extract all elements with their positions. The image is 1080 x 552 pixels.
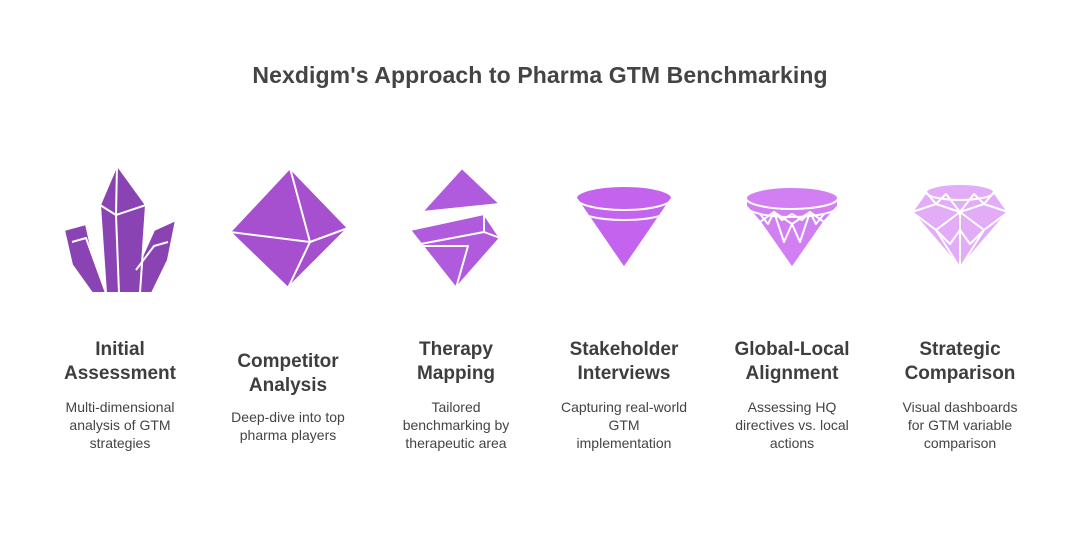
step-heading: Stakeholder Interviews	[569, 339, 679, 384]
diagram-title: Nexdigm's Approach to Pharma GTM Benchma…	[252, 62, 828, 88]
step-description: Capturing real-world GTM implementation	[560, 399, 688, 451]
step-heading: Therapy Mapping	[416, 339, 496, 384]
step-description: Tailored benchmarking by therapeutic are…	[402, 399, 510, 451]
step-description: Assessing HQ directives vs. local action…	[735, 399, 849, 451]
step-heading: Competitor Analysis	[237, 351, 339, 396]
step-heading: Initial Assessment	[64, 339, 176, 384]
step-description: Visual dashboards for GTM variable compa…	[902, 399, 1018, 451]
step-description: Deep-dive into top pharma players	[231, 409, 345, 443]
step-description: Multi-dimensional analysis of GTM strate…	[65, 399, 175, 451]
crystal-cluster-icon	[36, 150, 204, 310]
step-heading: Global-Local Alignment	[734, 339, 850, 384]
brilliant-diamond-icon	[876, 150, 1044, 310]
cone-gem-icon	[540, 150, 708, 310]
step-heading: Strategic Comparison	[904, 339, 1016, 384]
faceted-diamond-icon	[708, 150, 876, 310]
octahedron-icon	[204, 150, 372, 310]
split-gem-icon	[372, 150, 540, 310]
